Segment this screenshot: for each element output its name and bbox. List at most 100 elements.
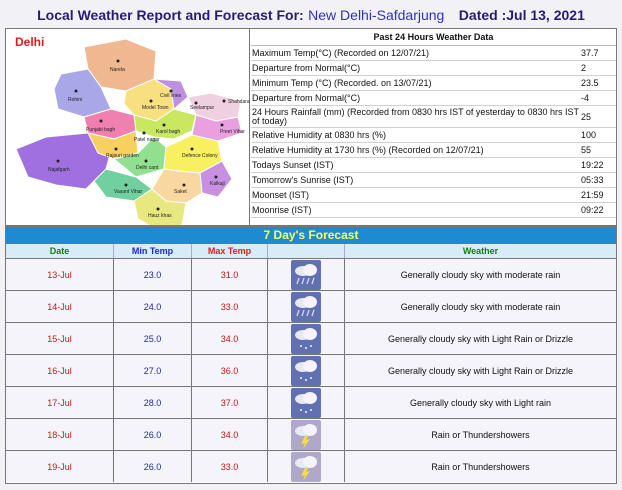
past-24h-row: Relative Humidity at 1730 hrs (%) (Recor…: [251, 143, 616, 158]
forecast-max-temp: 36.0: [192, 355, 268, 386]
map-label-hauz-khas: Hauz khas: [148, 213, 172, 219]
thunder-cloud-icon: [268, 451, 345, 482]
forecast-date: 15-Jul: [6, 323, 114, 354]
forecast-date: 19-Jul: [6, 451, 114, 482]
past-24h-value: 100: [581, 130, 597, 140]
map-label-karol-bagh: Karol bagh: [156, 129, 180, 135]
header-min-temp: Min Temp: [114, 244, 192, 258]
forecast-row: 15-Jul 25.0 34.0 Generally cloudy sky with …: [6, 322, 616, 354]
forecast-weather: Rain or Thundershowers: [431, 429, 530, 440]
past-24h-row: Todays Sunset (IST) 19:22: [251, 158, 616, 173]
forecast-weather: Generally cloudy sky with Light Rain or …: [387, 365, 574, 376]
forecast-date: 18-Jul: [6, 419, 114, 450]
delhi-district-map: Narela Rohini Punjabi bagh Model Town Ci…: [15, 38, 250, 225]
forecast-max-temp: 33.0: [192, 291, 268, 322]
forecast-max-temp: 37.0: [192, 387, 268, 418]
header-date: Date: [6, 244, 114, 258]
past-24h-row: Departure from Normal(°C) 2: [251, 61, 616, 76]
past-24h-value: 05:33: [581, 175, 604, 185]
page-title: Local Weather Report and Forecast For:: [37, 7, 304, 23]
map-label-patel-nagar: Patel nagar: [134, 137, 160, 143]
forecast-date: 13-Jul: [6, 259, 114, 290]
report-date: Dated :Jul 13, 2021: [458, 7, 585, 23]
thunder-cloud-icon: [268, 419, 345, 450]
header-max-temp: Max Temp: [192, 244, 268, 258]
map-label-saket: Saket: [174, 189, 187, 195]
past-24h-label: Relative Humidity at 0830 hrs (%): [252, 129, 387, 140]
forecast-max-temp: 34.0: [192, 419, 268, 450]
map-label-kalkaji: Kalkaji: [210, 181, 225, 187]
map-label-shahdara: Shahdara: [228, 99, 250, 105]
past-24h-value: 21:59: [581, 190, 604, 200]
forecast-date: 14-Jul: [6, 291, 114, 322]
delhi-map: Narela Rohini Punjabi bagh Model Town Ci…: [6, 29, 250, 225]
forecast-min-temp: 28.0: [114, 387, 192, 418]
rain-cloud-icon: [268, 259, 345, 290]
map-region-civil-lines: [153, 78, 189, 110]
past-24h-label: Maximum Temp(°C) (Recorded on 12/07/21): [252, 47, 430, 58]
past-24h-value: -4: [581, 93, 590, 103]
forecast-date: 16-Jul: [6, 355, 114, 386]
forecast-row: 14-Jul 24.0 33.0 Generally cloudy sky with …: [6, 290, 616, 322]
map-label-defence-colony: Defence Colony: [182, 153, 218, 159]
map-label-seelampur: Seelampur: [190, 105, 215, 111]
page-header: Local Weather Report and Forecast For: N…: [0, 0, 622, 30]
past-24h-value: 2: [581, 63, 587, 73]
map-label-punjabi-bagh: Punjabi bagh: [86, 127, 115, 133]
past-24h-label: Moonrise (IST): [252, 204, 312, 215]
forecast-max-temp: 31.0: [192, 259, 268, 290]
drizzle-cloud-icon: [268, 323, 345, 354]
past-24h-title: Past 24 Hours Weather Data: [251, 29, 616, 46]
forecast-row: 13-Jul 23.0 31.0 Generally cloudy sky with …: [6, 258, 616, 290]
past-24h-value: 23.5: [581, 78, 599, 88]
forecast-header-row: Date Min Temp Max Temp Weather: [6, 244, 616, 258]
past-24h-row: Minimum Temp (°C) (Recorded. on 13/07/21…: [251, 76, 616, 91]
forecast-min-temp: 23.0: [114, 259, 192, 290]
map-label-model-town: Model Town: [142, 105, 169, 111]
current-weather-panel: Narela Rohini Punjabi bagh Model Town Ci…: [5, 28, 617, 226]
past-24h-label: Moonset (IST): [252, 189, 310, 200]
past-24h-row: Tomorrow's Sunrise (IST) 05:33: [251, 173, 616, 188]
map-region-hauz-khas: [133, 188, 187, 225]
past-24h-value: 37.7: [581, 48, 599, 58]
rain-cloud-icon: [268, 291, 345, 322]
past-24h-value: 19:22: [581, 160, 604, 170]
map-label-rohini: Rohini: [68, 97, 82, 103]
past-24h-row: Relative Humidity at 0830 hrs (%) 100: [251, 128, 616, 143]
map-label-najafgarh: Najafgarh: [48, 167, 70, 173]
forecast-weather: Rain or Thundershowers: [431, 461, 530, 472]
drizzle-cloud-icon: [268, 355, 345, 386]
drizzle-cloud-icon: [268, 387, 345, 418]
forecast-max-temp: 33.0: [192, 451, 268, 482]
map-label-preet-vihar: Preet Vihar: [220, 129, 245, 135]
past-24h-row: Maximum Temp(°C) (Recorded on 12/07/21) 3…: [251, 46, 616, 61]
past-24h-label: 24 Hours Rainfall (mm) (Recorded from 08…: [252, 106, 579, 126]
forecast-row: 19-Jul 26.0 33.0 Rain or Thundershowers: [6, 450, 616, 482]
forecast-table: 7 Day's Forecast Date Min Temp Max Temp …: [5, 226, 617, 484]
past-24h-label: Departure from Normal(°C): [252, 62, 361, 73]
past-24h-value: 55: [581, 145, 592, 155]
header-icon: [268, 244, 345, 258]
forecast-row: 17-Jul 28.0 37.0 Generally cloudy sky with …: [6, 386, 616, 418]
forecast-date: 17-Jul: [6, 387, 114, 418]
forecast-max-temp: 34.0: [192, 323, 268, 354]
forecast-weather: Generally cloudy sky with Light Rain or …: [387, 333, 574, 344]
forecast-min-temp: 26.0: [114, 419, 192, 450]
past-24h-value: 09:22: [581, 205, 604, 215]
past-24h-label: Relative Humidity at 1730 hrs (%) (Recor…: [252, 144, 484, 155]
forecast-min-temp: 26.0: [114, 451, 192, 482]
forecast-row: 18-Jul 26.0 34.0 Rain or Thundershowers: [6, 418, 616, 450]
past-24h-label: Tomorrow's Sunrise (IST): [252, 174, 354, 185]
forecast-min-temp: 25.0: [114, 323, 192, 354]
forecast-weather: Generally cloudy sky with moderate rain: [400, 301, 561, 312]
forecast-min-temp: 24.0: [114, 291, 192, 322]
header-weather: Weather: [462, 246, 499, 256]
map-label-rajouri-garden: Rajouri garden: [106, 153, 139, 159]
past-24h-row: Moonset (IST) 21:59: [251, 188, 616, 203]
map-label-narela: Narela: [110, 67, 125, 73]
past-24h-table: Past 24 Hours Weather Data Maximum Temp(…: [251, 29, 616, 225]
past-24h-value: 25: [581, 111, 592, 122]
past-24h-label: Minimum Temp (°C) (Recorded. on 13/07/21…: [252, 77, 432, 88]
station-name: New Delhi-Safdarjung: [308, 7, 445, 23]
past-24h-row: Moonrise (IST) 09:22: [251, 203, 616, 218]
